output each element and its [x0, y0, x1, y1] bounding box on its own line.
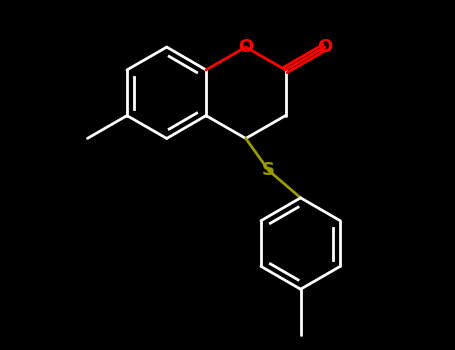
Text: O: O — [317, 38, 333, 56]
Text: S: S — [262, 161, 275, 180]
Text: O: O — [238, 38, 253, 56]
